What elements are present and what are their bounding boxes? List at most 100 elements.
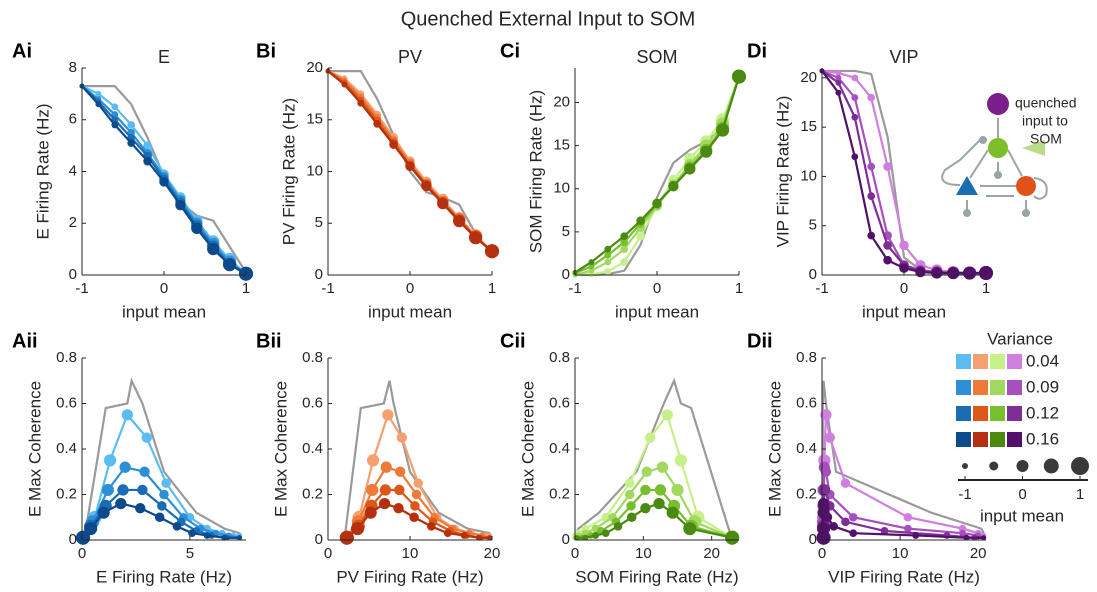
y-tick-label: 0.2 [302,485,323,502]
data-point [143,141,152,150]
size-legend-point [1071,457,1089,475]
x-axis-label: input mean [122,302,206,321]
series-line [821,380,985,540]
data-point [364,506,377,519]
x-tick-label: -1 [75,280,88,297]
data-point [154,512,165,522]
data-point [207,243,220,256]
x-tick-label: 0 [160,280,168,297]
data-point [604,251,612,259]
y-axis-label: SOM Firing Rate (Hz) [526,90,545,253]
legend-swatch [990,406,1005,421]
data-point [620,232,629,241]
data-point [818,484,830,496]
data-point [409,512,419,522]
y-tick-label: 20 [800,69,817,86]
data-point [341,81,348,88]
legend-label: 0.16 [1026,429,1059,448]
data-point [683,522,697,536]
data-point [824,432,836,443]
data-point [624,478,635,488]
y-axis-label: E Firing Rate (Hz) [33,103,52,239]
series-line [328,70,493,255]
x-tick-label: 1 [735,280,743,297]
data-point [626,512,637,522]
x-tick-label: 20 [970,545,987,562]
circuit-diagram [941,93,1048,217]
x-tick-label: -1 [568,280,581,297]
x-tick-label: 10 [892,545,909,562]
data-point [981,535,987,541]
y-tick-label: 5 [562,223,570,240]
data-point [732,69,746,84]
data-point [357,99,365,107]
series-line [574,76,741,275]
data-point [963,266,977,280]
data-point [188,529,196,538]
y-tick-label: 20 [306,59,323,76]
data-point [191,222,203,235]
x-axis-label: SOM Firing Rate (Hz) [575,567,738,586]
data-point [443,529,452,538]
data-point [393,502,404,514]
data-point [947,266,960,280]
y-tick-label: 0.8 [549,349,570,366]
panel-label: Bii [256,330,282,352]
data-point [592,532,599,539]
data-point [653,497,665,510]
series-line [574,76,741,274]
data-point [469,231,483,245]
data-point [835,89,842,96]
y-tick-label: 0 [69,266,77,283]
y-tick-label: 0 [562,531,570,548]
y-tick-label: 4 [69,162,77,179]
y-axis-label: E Max Coherence [518,381,537,517]
y-tick-label: 0.4 [549,440,570,457]
size-legend-tick-label: 1 [1076,486,1084,503]
data-point [394,466,406,477]
data-point [366,483,379,497]
x-tick-label: 1 [982,280,990,297]
data-point [613,522,623,531]
y-tick-label: 0.4 [56,440,77,457]
panel-title: VIP [889,47,918,67]
data-point [851,94,859,101]
data-point [581,529,589,537]
y-axis-label: PV Firing Rate (Hz) [279,98,298,245]
data-point [915,266,926,278]
panel-label: Di [747,40,767,62]
legend-swatch [973,354,988,369]
panel-label: Cii [500,330,526,352]
y-tick-label: 0.2 [56,485,77,502]
legend-label: 0.09 [1026,377,1059,396]
data-point [640,484,651,496]
diagram-label: SOM [1030,131,1062,147]
data-point [95,101,102,108]
data-point [97,506,110,519]
data-point [119,461,131,473]
data-point [716,123,730,137]
y-axis-label: VIP Firing Rate (Hz) [773,96,792,248]
data-point [111,121,119,129]
data-point [111,103,119,111]
panel-label: Ci [500,40,520,62]
data-point [636,231,645,241]
data-point [883,162,892,171]
series-line [574,76,741,277]
y-tick-label: 10 [800,167,817,184]
data-point [818,461,830,473]
data-point [141,432,152,443]
y-tick-label: 8 [69,59,77,76]
data-point [883,255,892,265]
data-point [373,120,382,128]
data-point [582,534,589,541]
data-point [848,512,858,522]
data-point [652,198,662,209]
data-point [654,484,667,496]
data-point [378,497,391,510]
x-axis-label: E Firing Rate (Hz) [96,567,232,586]
y-tick-label: 15 [306,111,323,128]
size-legend-point [962,463,968,469]
data-point [620,258,629,266]
data-point [880,527,889,535]
